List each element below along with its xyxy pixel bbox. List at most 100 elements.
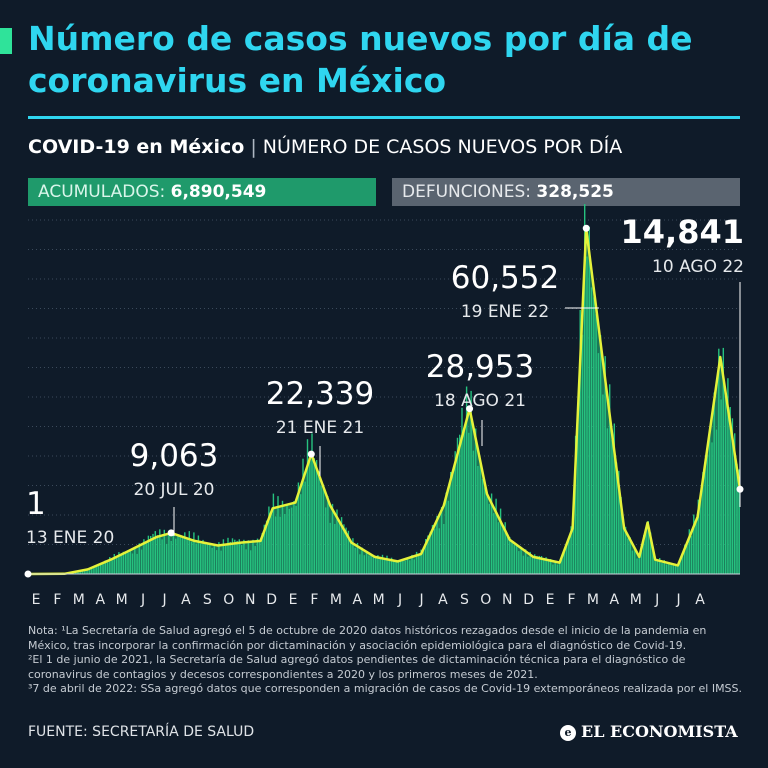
daily-bar — [720, 399, 722, 574]
x-tick-label: D — [523, 592, 534, 608]
note-2: ²El 1 de junio de 2021, la Secretaría de… — [28, 653, 686, 681]
daily-bar — [168, 530, 170, 574]
x-tick-label: O — [223, 592, 234, 608]
x-tick-label: N — [502, 592, 512, 608]
daily-bar — [352, 538, 354, 574]
daily-bar — [302, 458, 304, 574]
annotation-date: 20 JUL 20 — [134, 480, 215, 500]
daily-bar — [574, 435, 577, 574]
daily-bar — [97, 565, 100, 574]
daily-bar — [275, 516, 277, 574]
daily-bar — [688, 529, 690, 574]
cases-area — [28, 228, 740, 575]
daily-bar — [647, 521, 649, 574]
accumulated-badge: ACUMULADOS: 6,890,549 — [28, 178, 376, 206]
daily-bar — [111, 560, 113, 574]
daily-bar — [365, 551, 368, 574]
daily-bar — [518, 551, 520, 574]
daily-bar — [225, 545, 227, 574]
chart-subtitle: COVID-19 en México | NÚMERO DE CASOS NUEVO… — [28, 136, 622, 158]
daily-bar — [447, 500, 450, 574]
daily-bar — [509, 537, 511, 574]
daily-bar — [545, 557, 547, 574]
daily-bar — [252, 539, 254, 574]
daily-bar — [436, 516, 438, 574]
daily-bar — [350, 539, 352, 574]
daily-bar — [665, 564, 668, 574]
daily-bar — [377, 555, 379, 574]
daily-bar — [347, 530, 350, 574]
daily-bar — [652, 546, 654, 574]
daily-bar — [336, 509, 338, 574]
daily-bar — [338, 522, 340, 574]
annotation-date: 18 AGO 21 — [434, 391, 526, 411]
daily-bar — [229, 541, 231, 574]
daily-bar — [393, 561, 395, 574]
daily-bar — [427, 535, 429, 574]
annotation-value: 1 — [26, 486, 46, 522]
daily-bar — [734, 433, 736, 574]
accumulated-label: ACUMULADOS: — [38, 182, 166, 202]
daily-bar — [195, 543, 197, 574]
x-tick-label: A — [353, 592, 363, 608]
daily-bar — [420, 549, 422, 574]
daily-bar — [475, 428, 477, 574]
daily-bar — [313, 458, 315, 574]
daily-bar — [731, 418, 734, 574]
daily-bar — [629, 537, 631, 574]
daily-bar — [386, 555, 388, 574]
annotation-dot — [307, 450, 315, 458]
daily-bar — [322, 484, 325, 574]
daily-bar — [520, 546, 522, 574]
x-tick-label: A — [438, 592, 448, 608]
daily-bar — [529, 551, 531, 574]
daily-bar — [138, 543, 140, 574]
daily-bar — [238, 539, 240, 574]
daily-bar — [581, 334, 584, 574]
daily-bar — [340, 517, 343, 574]
daily-bar — [361, 547, 363, 574]
daily-bar — [663, 560, 665, 574]
daily-bar — [456, 437, 459, 574]
daily-bar — [738, 469, 740, 574]
daily-bar — [536, 555, 538, 574]
daily-bar — [109, 557, 111, 574]
daily-bar — [409, 560, 411, 574]
daily-bar — [388, 560, 390, 574]
daily-bar — [659, 558, 661, 574]
daily-bar — [472, 450, 475, 574]
daily-bar — [206, 544, 209, 574]
x-tick-label: S — [460, 592, 469, 608]
daily-bar — [147, 535, 150, 574]
daily-bar — [638, 555, 640, 574]
daily-bar — [254, 546, 256, 574]
daily-bar — [679, 559, 681, 574]
daily-bar — [615, 462, 618, 574]
daily-bar — [618, 470, 620, 574]
daily-bar — [643, 535, 645, 574]
daily-bar — [561, 558, 563, 574]
daily-bar — [624, 526, 627, 574]
daily-bar — [661, 563, 663, 574]
daily-bar — [465, 386, 468, 574]
daily-bar — [677, 565, 679, 574]
annotation-value: 28,953 — [426, 349, 534, 385]
annotation-value: 60,552 — [451, 260, 559, 296]
daily-bar — [86, 570, 88, 574]
daily-bar — [684, 545, 686, 574]
daily-bar — [622, 518, 625, 574]
daily-bar — [727, 378, 729, 574]
daily-bar — [354, 547, 356, 574]
daily-bar — [261, 533, 263, 574]
daily-bar — [418, 555, 420, 574]
daily-bar — [547, 561, 550, 574]
daily-bar — [593, 297, 595, 574]
daily-bar — [686, 545, 688, 574]
daily-bar — [654, 556, 656, 574]
daily-bar — [145, 542, 147, 574]
daily-bar — [479, 461, 481, 574]
daily-bar — [245, 549, 247, 574]
daily-bar — [343, 524, 345, 574]
daily-bar — [540, 556, 543, 574]
daily-bar — [454, 451, 456, 574]
